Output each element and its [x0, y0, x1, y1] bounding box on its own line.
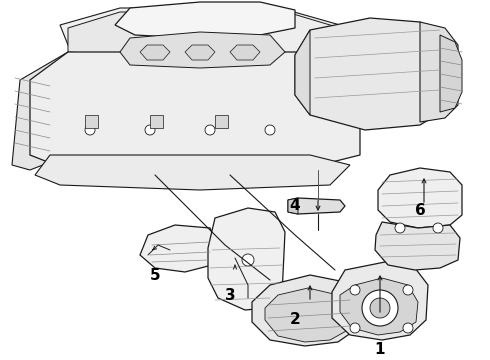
Polygon shape: [120, 32, 285, 68]
Polygon shape: [420, 22, 458, 122]
Polygon shape: [185, 45, 215, 60]
Polygon shape: [295, 30, 310, 115]
Circle shape: [403, 323, 413, 333]
Polygon shape: [175, 10, 340, 55]
Circle shape: [350, 323, 360, 333]
Circle shape: [265, 125, 275, 135]
Polygon shape: [85, 115, 98, 128]
Polygon shape: [332, 262, 428, 340]
Text: 6: 6: [415, 202, 425, 217]
Circle shape: [350, 285, 360, 295]
Circle shape: [85, 125, 95, 135]
Polygon shape: [140, 45, 170, 60]
Polygon shape: [30, 52, 360, 170]
Polygon shape: [288, 198, 298, 214]
Circle shape: [395, 223, 405, 233]
Polygon shape: [35, 155, 350, 190]
Text: 3: 3: [225, 288, 235, 302]
Text: 2: 2: [290, 312, 300, 328]
Polygon shape: [140, 225, 218, 272]
Polygon shape: [265, 288, 350, 342]
Polygon shape: [68, 12, 175, 55]
Polygon shape: [375, 222, 460, 270]
Polygon shape: [60, 8, 340, 55]
Polygon shape: [288, 198, 345, 214]
Circle shape: [433, 223, 443, 233]
Polygon shape: [340, 278, 418, 335]
Polygon shape: [150, 115, 163, 128]
Circle shape: [370, 298, 390, 318]
Polygon shape: [12, 52, 68, 170]
Circle shape: [242, 254, 254, 266]
Polygon shape: [215, 115, 228, 128]
Polygon shape: [440, 35, 462, 112]
Polygon shape: [230, 45, 260, 60]
Polygon shape: [252, 275, 360, 346]
Circle shape: [145, 125, 155, 135]
Text: 4: 4: [290, 198, 300, 212]
Polygon shape: [378, 168, 462, 228]
Polygon shape: [208, 208, 285, 310]
Circle shape: [362, 290, 398, 326]
Polygon shape: [115, 2, 295, 38]
Text: 1: 1: [375, 342, 385, 357]
Text: 5: 5: [149, 267, 160, 283]
Circle shape: [403, 285, 413, 295]
Polygon shape: [295, 18, 445, 130]
Circle shape: [205, 125, 215, 135]
